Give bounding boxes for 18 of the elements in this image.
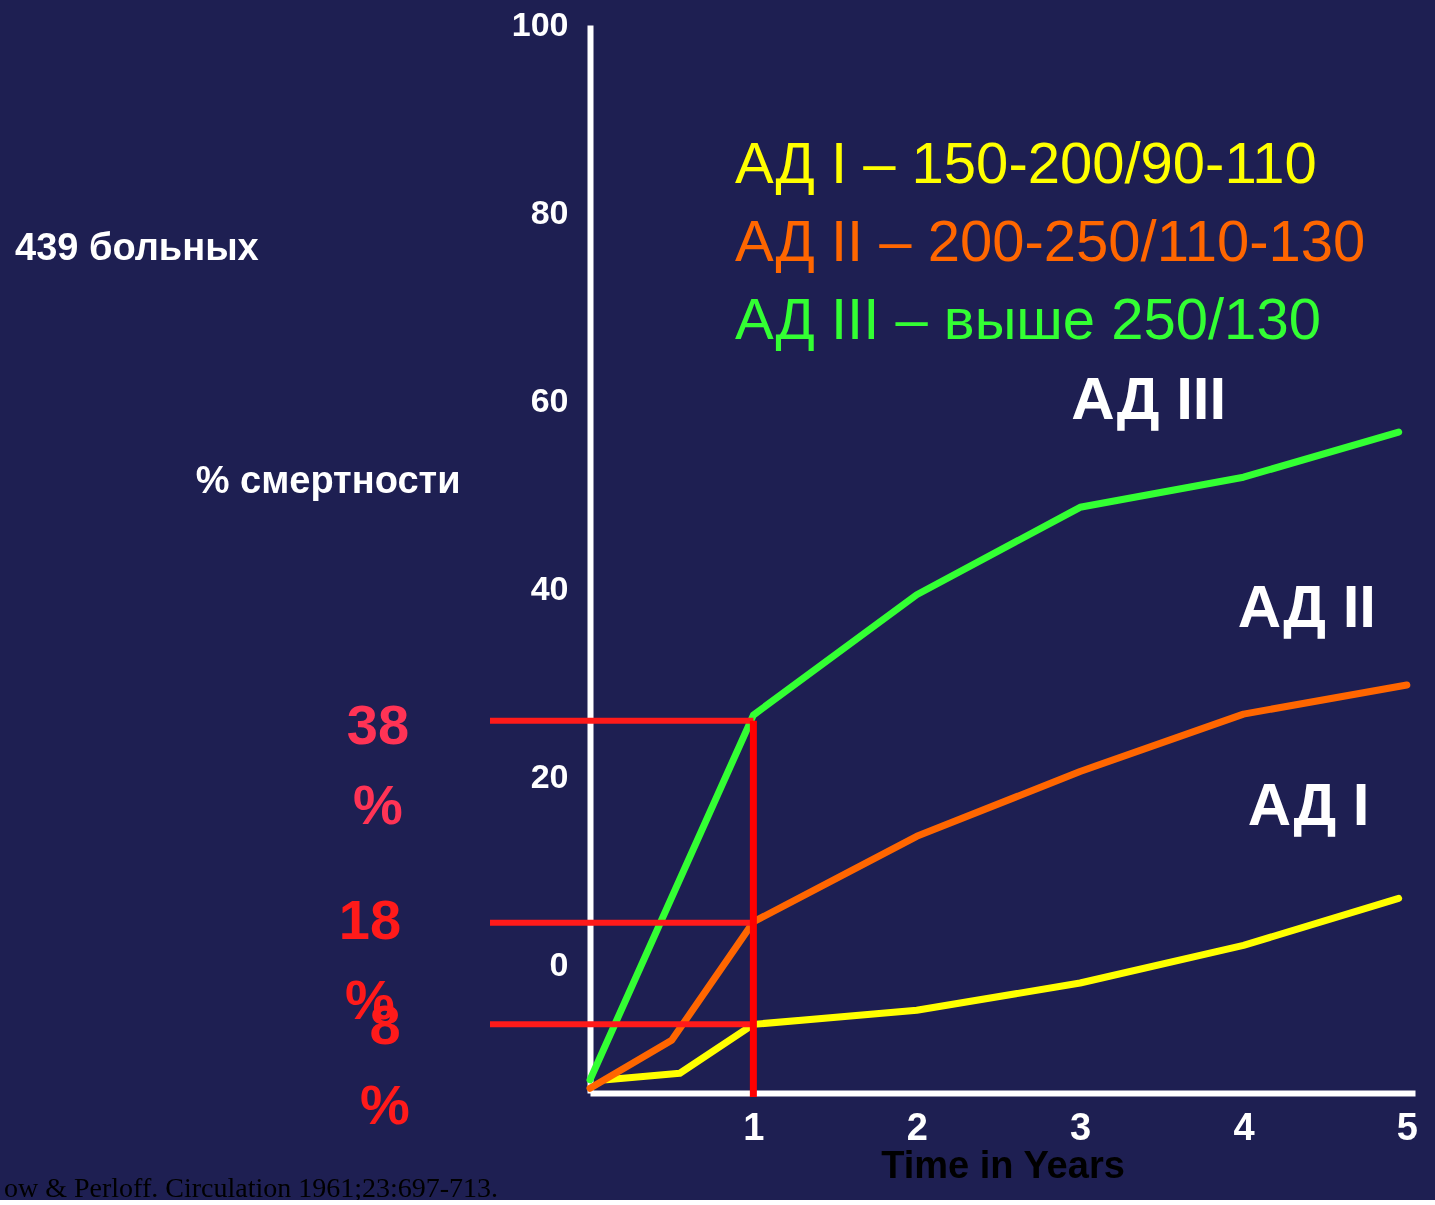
annotation: АД III – выше 250/130 [735, 286, 1321, 351]
series-label: АД II [1237, 572, 1376, 640]
y-tick-label: 60 [530, 380, 569, 419]
y-tick-label: 100 [511, 4, 569, 43]
y-axis-title: % смертности [195, 458, 461, 501]
series-label: АД I [1247, 771, 1370, 839]
y-tick-label: 40 [530, 568, 569, 607]
series-label: АД III [1071, 365, 1227, 433]
y-tick-label: 0 [549, 944, 569, 983]
annotation: АД I – 150-200/90-110 [735, 130, 1317, 195]
y-tick-label: 20 [530, 756, 569, 795]
annotation: АД II – 200-250/110-130 [735, 208, 1366, 273]
x-tick-label: 4 [1233, 1105, 1255, 1148]
text: 439 больных [15, 226, 259, 268]
y-tick-label: 80 [530, 192, 569, 231]
x-tick-label: 5 [1396, 1105, 1418, 1148]
text: 38 % [346, 693, 410, 836]
x-tick-label: 1 [743, 1105, 765, 1148]
